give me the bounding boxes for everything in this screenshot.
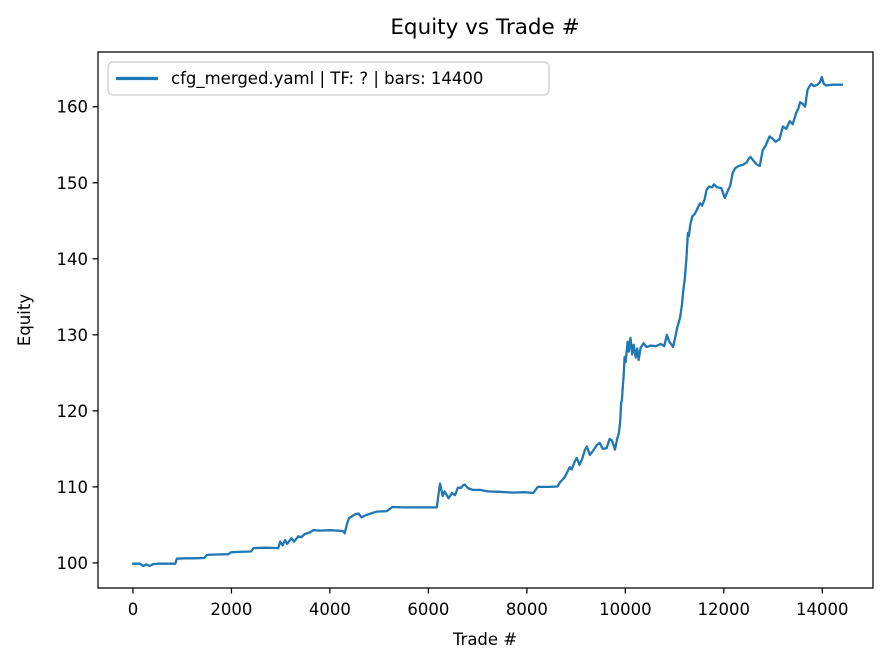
- x-tick-label: 14000: [796, 600, 849, 619]
- legend-label: cfg_merged.yaml | TF: ? | bars: 14400: [171, 69, 483, 89]
- x-tick-label: 2000: [210, 600, 252, 619]
- y-tick-label: 130: [57, 326, 89, 345]
- y-tick-label: 160: [57, 98, 89, 117]
- y-tick-label: 120: [57, 402, 89, 421]
- x-tick-label: 6000: [407, 600, 449, 619]
- y-tick-label: 100: [57, 554, 89, 573]
- plot-area: [97, 51, 874, 589]
- legend-box: [107, 61, 550, 96]
- y-tick-label: 140: [57, 250, 89, 269]
- legend: cfg_merged.yaml | TF: ? | bars: 14400: [107, 61, 550, 96]
- x-tick-label: 8000: [506, 600, 548, 619]
- x-tick-label: 0: [128, 600, 139, 619]
- x-axis: 0 2000 4000 6000 8000 10000 12000 14000: [128, 588, 849, 619]
- y-axis-label: Equity: [15, 294, 34, 346]
- x-tick-label: 4000: [309, 600, 351, 619]
- y-tick-label: 150: [57, 174, 89, 193]
- x-tick-label: 10000: [599, 600, 652, 619]
- y-tick-label: 110: [57, 478, 89, 497]
- x-axis-label: Trade #: [452, 630, 517, 649]
- chart-title: Equity vs Trade #: [390, 15, 579, 40]
- y-axis: 100 110 120 130 140 150 160: [57, 98, 98, 573]
- x-tick-label: 12000: [698, 600, 751, 619]
- equity-line: [131, 75, 844, 568]
